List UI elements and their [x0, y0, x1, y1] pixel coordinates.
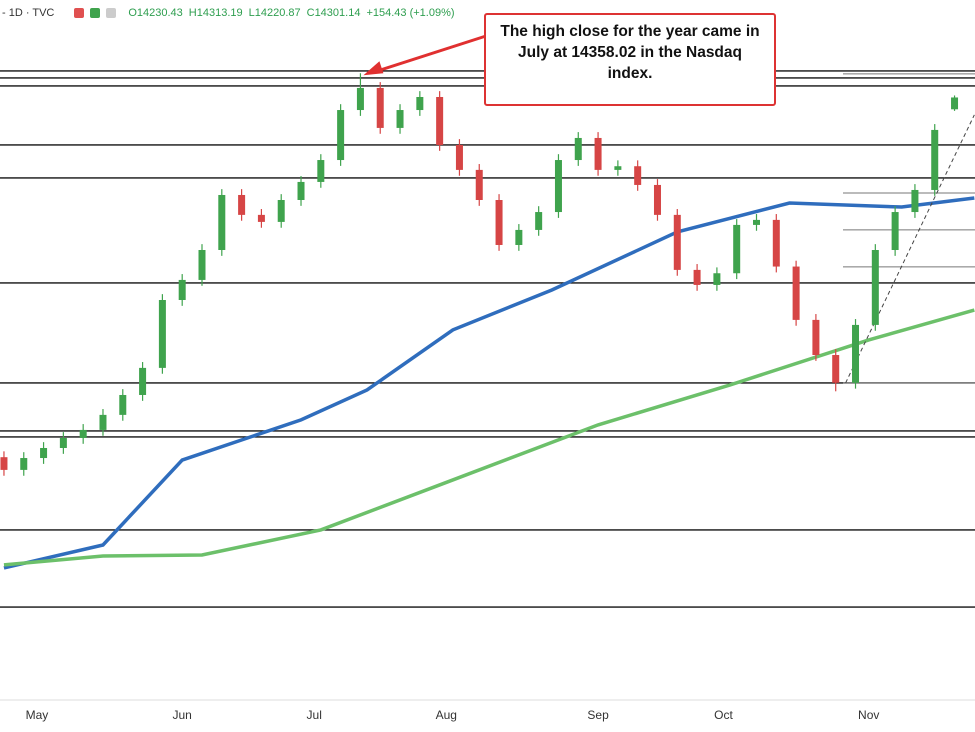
candle-body: [99, 414, 107, 430]
candle-body: [594, 137, 602, 170]
open-value: O14230.43: [128, 7, 183, 19]
candle-body: [238, 194, 246, 215]
candle-body: [158, 300, 166, 368]
candle-body: [218, 194, 226, 250]
candle-body: [317, 160, 325, 182]
x-tick-label: Aug: [436, 708, 457, 722]
candle-body: [653, 184, 661, 215]
x-tick-label: Jul: [307, 708, 322, 722]
candle-body: [931, 129, 939, 190]
candle-body: [634, 166, 642, 185]
candle-body: [832, 355, 840, 383]
candle-body: [792, 266, 800, 320]
x-tick-label: May: [26, 708, 49, 722]
x-tick-label: Nov: [858, 708, 879, 722]
candle-body: [198, 250, 206, 280]
candle-body: [257, 214, 265, 222]
moving-average: [3, 196, 975, 570]
candle-body: [20, 458, 28, 470]
candle-body: [396, 110, 404, 128]
candle-body: [871, 250, 879, 325]
x-tick-label: Jun: [173, 708, 192, 722]
candle-body: [515, 229, 523, 245]
candle-body: [356, 87, 364, 111]
candle-body: [495, 200, 503, 245]
icon: [74, 8, 85, 18]
candle-body: [772, 219, 780, 267]
candle-body: [337, 110, 345, 161]
candle-body: [733, 224, 741, 274]
candle-body: [535, 212, 543, 230]
candle-body: [0, 457, 8, 470]
icon: [90, 8, 101, 18]
candle-body: [614, 166, 622, 170]
candle-body: [297, 181, 305, 200]
candle-body: [376, 87, 384, 128]
change-value: +154.43 (+1.09%): [366, 7, 455, 19]
candle-body: [891, 212, 899, 250]
candle-body: [911, 189, 919, 213]
candle-body: [455, 144, 463, 170]
header: - 1D · TVC O14230.43 H14313.19 L14220.87…: [2, 7, 455, 19]
candle-body: [277, 200, 285, 222]
candle-body: [673, 214, 681, 270]
candle-body: [40, 447, 48, 459]
candle-body: [436, 96, 444, 145]
moving-average: [3, 308, 975, 567]
x-tick-label: Sep: [587, 708, 609, 722]
candle-body: [475, 169, 483, 200]
candle-body: [416, 96, 424, 111]
candle-body: [951, 97, 959, 110]
symbol: - 1D · TVC: [2, 7, 55, 19]
candle-body: [79, 429, 87, 438]
x-tick-label: Oct: [714, 708, 733, 722]
candle-body: [119, 394, 127, 415]
annotation-arrow: [372, 34, 487, 74]
arrow-head: [363, 61, 384, 76]
high-value: H14313.19: [188, 7, 243, 19]
candle-body: [852, 324, 860, 383]
close-value: C14301.14: [306, 7, 361, 19]
candle-body: [693, 269, 701, 285]
candle-body: [59, 437, 67, 448]
annotation: The high close for the year came in July…: [484, 13, 776, 106]
low-value: L14220.87: [248, 7, 301, 19]
icon: [106, 8, 117, 18]
candle-body: [178, 279, 186, 300]
candle-body: [554, 160, 562, 213]
candle-body: [752, 219, 760, 225]
candle-body: [713, 273, 721, 285]
candle-body: [812, 319, 820, 356]
candle-body: [139, 367, 147, 395]
trend-line: [845, 114, 975, 384]
candle-body: [574, 137, 582, 161]
